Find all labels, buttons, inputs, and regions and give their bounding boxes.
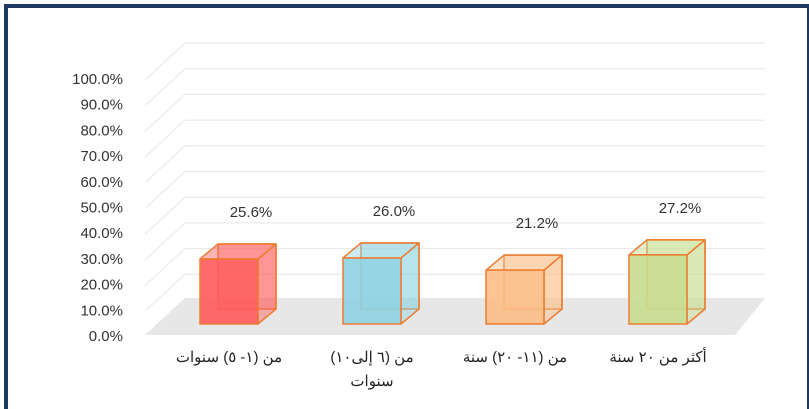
frame [4, 4, 809, 409]
x-tick-label: أكثر من ٢٠ سنة [609, 349, 707, 366]
value-label: 27.2% [659, 200, 702, 217]
y-tick-label: 40.0% [80, 225, 123, 242]
floor [145, 298, 765, 335]
bar-front [342, 257, 402, 325]
grid-line [144, 196, 765, 235]
grid-line [144, 171, 765, 209]
y-tick-label: 30.0% [80, 251, 123, 268]
y-tick-label: 100.0% [72, 71, 123, 88]
grid-line [144, 119, 765, 158]
x-tick-label: من (١١- ٢٠) سنة [462, 349, 568, 366]
bar-front [628, 254, 688, 325]
x-tick-label: من (٦ إلى١٠) سنوات [330, 349, 414, 390]
bar [485, 254, 563, 325]
y-tick-label: 50.0% [80, 199, 123, 216]
bar [199, 243, 277, 325]
bar [342, 242, 420, 325]
bar-front [485, 269, 545, 325]
y-tick-label: 80.0% [80, 122, 123, 139]
grid-line [144, 248, 765, 286]
grid-line [144, 222, 765, 261]
y-tick-label: 0.0% [89, 328, 123, 345]
value-label: 26.0% [373, 203, 416, 220]
grid-line [144, 145, 765, 184]
grid-line [144, 42, 765, 81]
y-tick-label: 20.0% [80, 277, 123, 294]
bar-front [199, 258, 259, 325]
y-tick-label: 70.0% [80, 148, 123, 165]
y-tick-label: 10.0% [80, 302, 123, 319]
grid-line [144, 68, 765, 107]
grid-line [144, 93, 765, 132]
y-tick-label: 60.0% [80, 174, 123, 191]
y-tick-label: 90.0% [80, 97, 123, 114]
grid-line [144, 273, 765, 312]
bar [628, 239, 706, 325]
value-label: 21.2% [516, 215, 559, 232]
x-tick-label: من (١- ٥) سنوات [175, 349, 283, 366]
value-label: 25.6% [230, 204, 273, 221]
